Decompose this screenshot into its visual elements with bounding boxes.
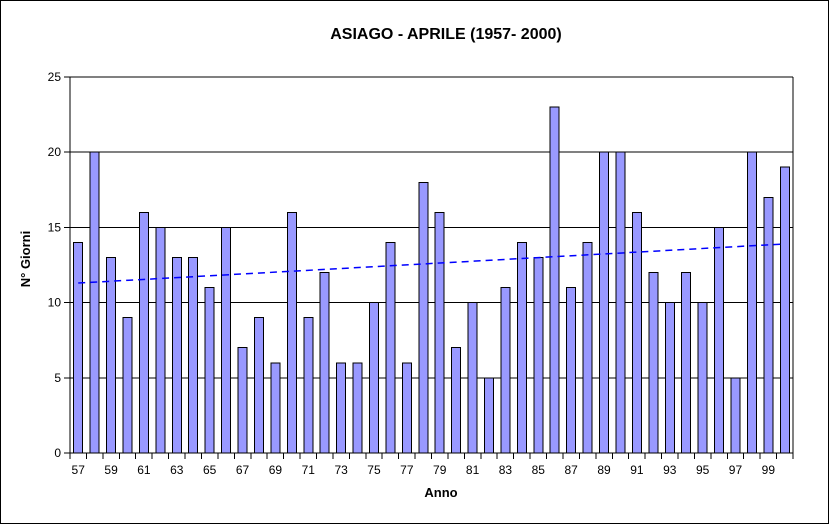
x-tick-label-59: 59 xyxy=(104,463,118,477)
bar-78 xyxy=(418,181,429,454)
y-tick-label-10: 10 xyxy=(48,296,62,310)
bar-58 xyxy=(89,151,100,454)
bar-61 xyxy=(138,211,149,454)
bar-75 xyxy=(368,302,379,454)
y-tick-label-5: 5 xyxy=(54,371,61,385)
bar-65 xyxy=(204,287,215,454)
bar-90 xyxy=(615,151,626,454)
bar-63 xyxy=(171,256,182,454)
x-tick-label-79: 79 xyxy=(433,463,447,477)
bar-87 xyxy=(566,287,577,454)
bar-72 xyxy=(319,272,330,454)
x-tick-label-89: 89 xyxy=(597,463,611,477)
bar-68 xyxy=(253,317,264,454)
x-tick-label-75: 75 xyxy=(367,463,381,477)
bar-69 xyxy=(270,362,281,454)
bar-98 xyxy=(746,151,757,454)
bar-99 xyxy=(763,196,774,454)
bar-70 xyxy=(286,211,297,454)
y-tick-label-25: 25 xyxy=(48,70,62,84)
x-tick-label-65: 65 xyxy=(203,463,217,477)
bar-71 xyxy=(303,317,314,454)
bar-97 xyxy=(730,377,741,454)
x-tick-label-99: 99 xyxy=(762,463,776,477)
bar-64 xyxy=(188,256,199,454)
bar-76 xyxy=(385,241,396,454)
x-tick-label-93: 93 xyxy=(663,463,677,477)
y-tick-label-20: 20 xyxy=(48,145,62,159)
bar-89 xyxy=(599,151,610,454)
x-tick-label-73: 73 xyxy=(334,463,348,477)
bar-67 xyxy=(237,347,248,454)
x-axis-title: Anno xyxy=(424,485,457,500)
bar-79 xyxy=(434,211,445,454)
bar-85 xyxy=(533,256,544,454)
bar-95 xyxy=(697,302,708,454)
y-tick-label-0: 0 xyxy=(54,446,61,460)
x-tick-label-81: 81 xyxy=(466,463,480,477)
x-tick-label-85: 85 xyxy=(532,463,546,477)
x-tick-label-87: 87 xyxy=(564,463,578,477)
bar-91 xyxy=(631,211,642,454)
x-tick-label-71: 71 xyxy=(302,463,316,477)
bar-80 xyxy=(451,347,462,454)
bar-82 xyxy=(484,377,495,454)
bar-73 xyxy=(336,362,347,454)
x-tick-label-57: 57 xyxy=(72,463,86,477)
bar-84 xyxy=(516,241,527,454)
x-tick-label-67: 67 xyxy=(236,463,250,477)
bar-62 xyxy=(155,226,166,454)
x-tick-label-95: 95 xyxy=(696,463,710,477)
chart-title: ASIAGO - APRILE (1957- 2000) xyxy=(330,26,561,43)
x-tick-label-91: 91 xyxy=(630,463,644,477)
bar-93 xyxy=(664,302,675,454)
trendline xyxy=(78,243,785,284)
bar-74 xyxy=(352,362,363,454)
axes xyxy=(64,76,794,459)
bar-60 xyxy=(122,317,133,454)
x-tick-label-69: 69 xyxy=(269,463,283,477)
bars xyxy=(73,106,790,454)
y-tick-label-15: 15 xyxy=(48,220,62,234)
trendline-linear xyxy=(78,243,785,284)
x-tick-label-61: 61 xyxy=(137,463,151,477)
bar-66 xyxy=(221,226,232,454)
y-axis-title: N° Giorni xyxy=(18,231,33,287)
tick-labels: 0 5 10 15 20 25 57 59 61 63 65 67 69 71 73 75 77 79 81 83 85… xyxy=(48,70,776,477)
x-tick-label-97: 97 xyxy=(729,463,743,477)
bar-00 xyxy=(779,166,790,454)
x-tick-label-83: 83 xyxy=(499,463,513,477)
bar-77 xyxy=(401,362,412,454)
bar-88 xyxy=(582,241,593,454)
bar-83 xyxy=(500,287,511,454)
bar-59 xyxy=(106,256,117,454)
x-tick-label-77: 77 xyxy=(400,463,414,477)
bar-94 xyxy=(681,272,692,454)
x-tick-label-63: 63 xyxy=(170,463,184,477)
bar-92 xyxy=(648,272,659,454)
bar-96 xyxy=(714,226,725,454)
bar-86 xyxy=(549,106,560,454)
bar-81 xyxy=(467,302,478,454)
bar-57 xyxy=(73,241,84,454)
